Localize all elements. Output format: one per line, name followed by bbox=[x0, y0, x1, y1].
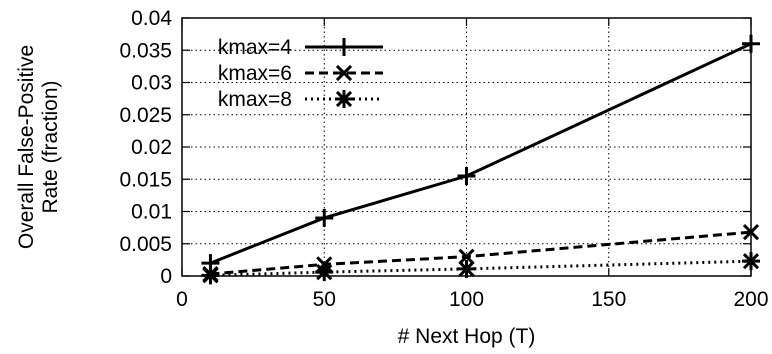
data-point bbox=[458, 248, 475, 265]
y-tick-labels: 0 0.005 0.01 0.015 0.02 0.025 0.03 0.035 0.04 bbox=[119, 7, 172, 288]
marker-stroke bbox=[335, 64, 353, 82]
legend-item-2: kmax=6 bbox=[218, 62, 383, 85]
legend-label: kmax=8 bbox=[218, 88, 292, 111]
legend-marker bbox=[335, 64, 353, 82]
y-tick-label: 0.02 bbox=[131, 136, 172, 159]
marker-stroke bbox=[316, 264, 333, 281]
marker-stroke bbox=[458, 248, 475, 265]
legend-label: kmax=6 bbox=[218, 62, 292, 85]
y-tick-label: 0 bbox=[160, 265, 172, 288]
marker-stroke bbox=[458, 260, 475, 277]
legend-label: kmax=4 bbox=[218, 36, 292, 59]
series-line bbox=[210, 259, 752, 277]
data-point bbox=[457, 259, 476, 278]
x-tick-label: 200 bbox=[733, 288, 768, 311]
legend-marker bbox=[335, 38, 353, 56]
y-tick-label: 0.04 bbox=[131, 7, 172, 30]
y-tick-label: 0.035 bbox=[119, 39, 172, 62]
y-axis-label-line-1: Overall False-Positive bbox=[15, 45, 38, 249]
x-tick-labels: 0 50 100 150 200 bbox=[176, 288, 768, 311]
y-axis-label-line-2: Rate (fraction) bbox=[39, 80, 62, 213]
y-tick-label: 0.025 bbox=[119, 104, 172, 127]
x-tick-label: 150 bbox=[591, 288, 626, 311]
series-line bbox=[209, 42, 752, 265]
legend-item-3: kmax=8 bbox=[218, 88, 383, 111]
y-tick-label: 0.01 bbox=[131, 201, 172, 224]
legend: kmax=4 kmax=6 kmax=8 bbox=[218, 36, 383, 111]
data-point bbox=[315, 208, 334, 227]
x-tick-label: 0 bbox=[176, 288, 188, 311]
y-tick-label: 0.005 bbox=[119, 233, 172, 256]
series-layer bbox=[201, 34, 760, 285]
y-tick-label: 0.03 bbox=[131, 72, 172, 95]
y-axis-label: Overall False-Positive Rate (fraction) bbox=[15, 45, 62, 249]
marker-stroke bbox=[335, 90, 353, 108]
plot-frame bbox=[181, 17, 752, 277]
x-axis-label: # Next Hop (T) bbox=[398, 325, 536, 348]
y-tick-label: 0.015 bbox=[119, 168, 172, 191]
legend-marker bbox=[335, 90, 353, 108]
x-tick-label: 50 bbox=[313, 288, 336, 311]
series-line bbox=[210, 230, 752, 276]
legend-item-1: kmax=4 bbox=[218, 36, 383, 59]
data-point bbox=[457, 167, 476, 186]
x-tick-label: 100 bbox=[449, 288, 484, 311]
data-point bbox=[315, 263, 334, 282]
